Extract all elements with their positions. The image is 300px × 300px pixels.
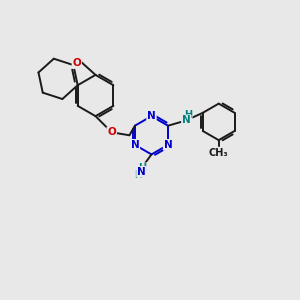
- Text: H: H: [139, 163, 147, 173]
- Text: N: N: [147, 111, 156, 121]
- Text: H: H: [134, 170, 142, 180]
- Text: O: O: [72, 58, 81, 68]
- Text: N: N: [164, 140, 172, 150]
- Text: N: N: [182, 116, 191, 125]
- Text: CH₃: CH₃: [209, 148, 229, 158]
- Text: N: N: [130, 140, 139, 150]
- Text: O: O: [107, 127, 116, 137]
- Text: N: N: [137, 167, 146, 177]
- Text: H: H: [184, 110, 192, 120]
